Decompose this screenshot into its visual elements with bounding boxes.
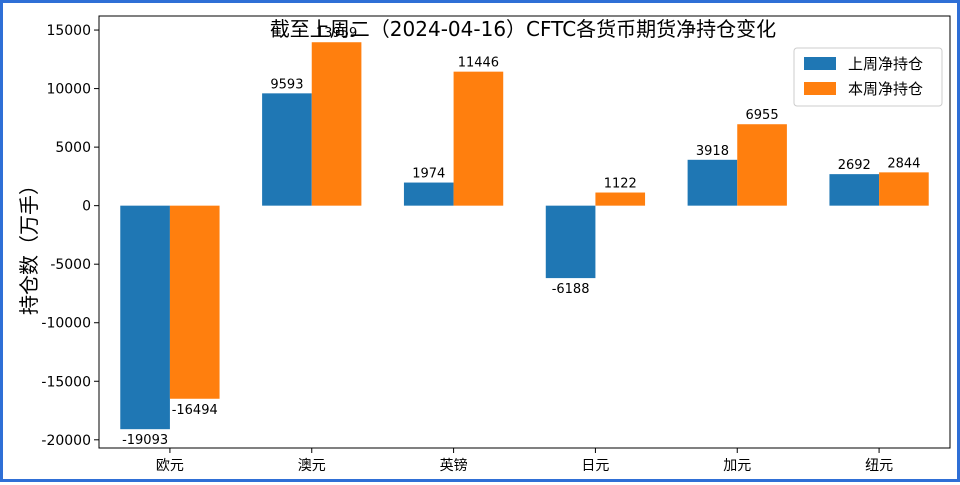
legend-swatch bbox=[804, 82, 836, 95]
legend-label: 本周净持仓 bbox=[848, 80, 923, 98]
bar-this-week bbox=[595, 192, 646, 206]
plot-border bbox=[98, 15, 951, 449]
y-tick-label: 0 bbox=[82, 199, 91, 215]
bar-this-week bbox=[311, 42, 362, 206]
x-tick-label: 加元 bbox=[723, 458, 751, 474]
x-tick-label: 英镑 bbox=[440, 457, 468, 474]
y-tick-label: -15000 bbox=[41, 374, 91, 390]
bar-last-week bbox=[120, 205, 170, 430]
y-tick-label: -10000 bbox=[41, 316, 91, 332]
bar-value-label: -16494 bbox=[172, 403, 218, 418]
bar-last-week bbox=[829, 174, 880, 206]
y-tick-label: 5000 bbox=[55, 140, 91, 156]
x-tick-label: 澳元 bbox=[298, 458, 326, 474]
chart-title: 截至上周二（2024-04-16）CFTC各货币期货净持仓变化 bbox=[270, 17, 776, 41]
bar-value-label: -19093 bbox=[122, 433, 168, 448]
legend-swatch bbox=[804, 57, 836, 70]
bar-value-label: 11446 bbox=[458, 56, 499, 71]
bar-last-week bbox=[403, 182, 454, 206]
bar-last-week bbox=[262, 93, 312, 206]
bar-this-week bbox=[737, 124, 787, 206]
x-tick-label: 纽元 bbox=[865, 458, 893, 474]
bar-value-label: 2844 bbox=[887, 156, 920, 171]
bar-value-label: 13959 bbox=[316, 26, 357, 41]
y-axis-label: 持仓数（万手） bbox=[17, 175, 41, 315]
bar-chart: 截至上周二（2024-04-16）CFTC各货币期货净持仓变化 持仓数（万手） … bbox=[17, 15, 951, 474]
y-tick-label: -20000 bbox=[41, 433, 91, 449]
bar-value-label: 3918 bbox=[696, 144, 729, 159]
y-tick-label: 15000 bbox=[46, 23, 91, 39]
y-tick-label: -5000 bbox=[50, 257, 91, 273]
bar-value-label: 6955 bbox=[746, 108, 779, 123]
bar-last-week bbox=[545, 205, 596, 279]
legend-label: 上周净持仓 bbox=[848, 55, 923, 73]
x-tick-label: 欧元 bbox=[156, 458, 184, 474]
bar-this-week bbox=[453, 71, 504, 206]
bar-value-label: -6188 bbox=[552, 282, 590, 297]
bar-this-week bbox=[879, 172, 929, 206]
bar-value-label: 1974 bbox=[412, 167, 445, 182]
x-tick-label: 日元 bbox=[581, 458, 609, 474]
bar-value-label: 2692 bbox=[838, 158, 871, 173]
plot-area: -20000 -15000 -10000 -5000 0 5000 10000 15000 -1… bbox=[41, 23, 929, 474]
bar-value-label: 1122 bbox=[604, 177, 637, 192]
bar-this-week bbox=[169, 205, 220, 399]
y-tick-label: 10000 bbox=[46, 82, 91, 98]
bar-value-label: 9593 bbox=[270, 77, 303, 92]
bar-last-week bbox=[687, 159, 738, 206]
